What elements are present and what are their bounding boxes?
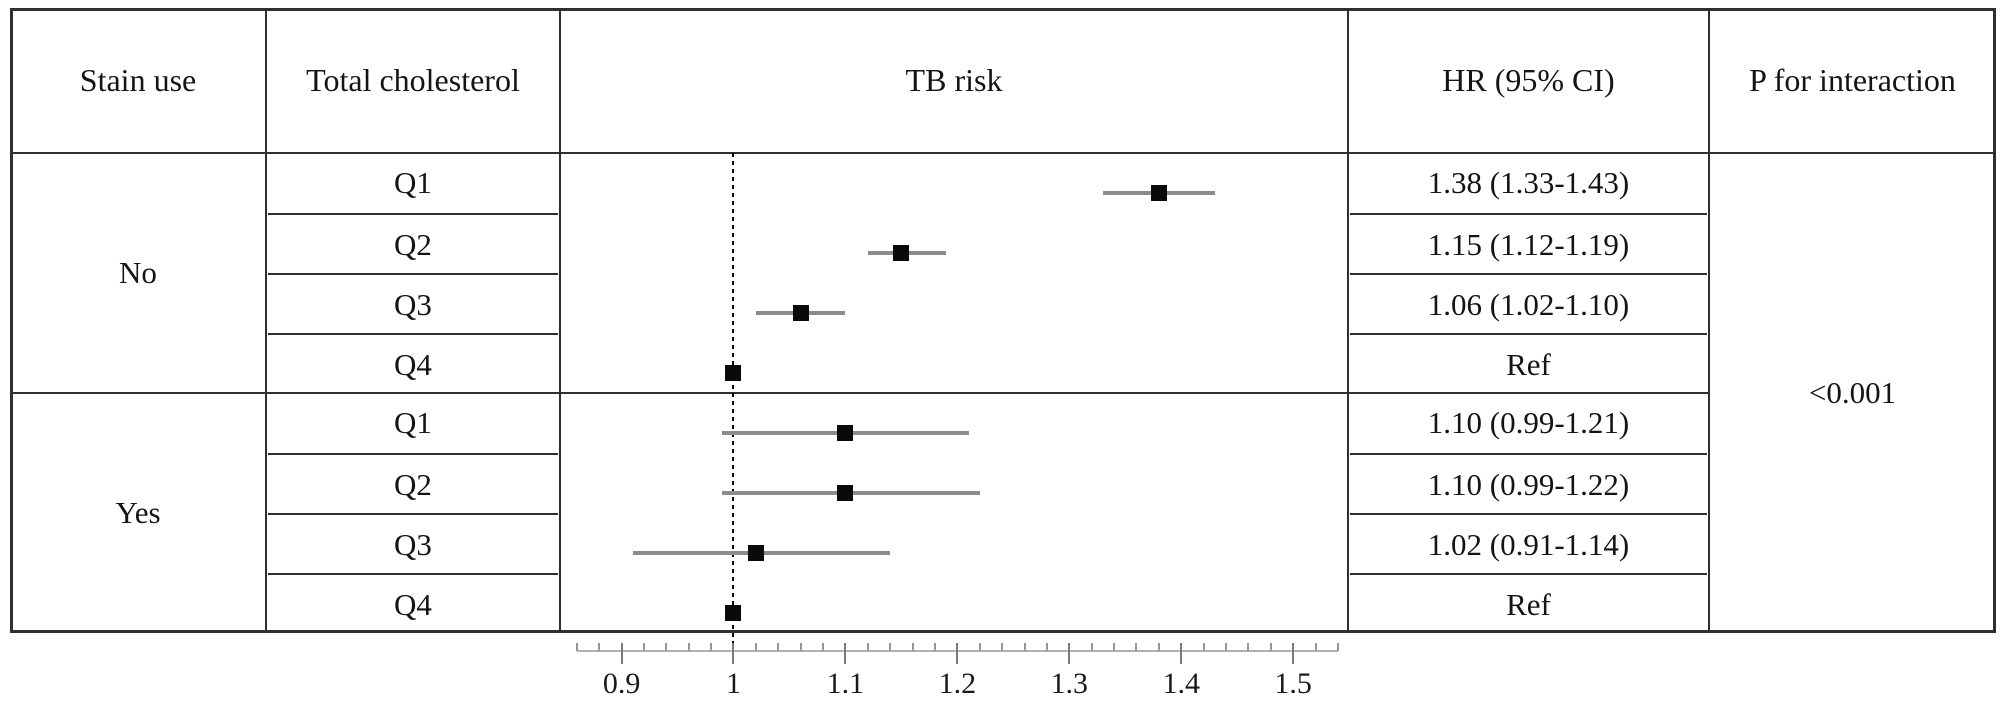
axis-minor-tick <box>665 643 668 651</box>
axis-tick-label: 1.4 <box>1162 667 1200 700</box>
axis-tick <box>1068 643 1071 664</box>
axis-tick-label: 1.5 <box>1274 667 1312 700</box>
axis-minor-tick <box>933 643 936 651</box>
quartile-label: Q1 <box>394 405 432 440</box>
axis-minor-tick <box>1202 643 1205 651</box>
axis-minor-tick <box>1068 643 1071 651</box>
hr-value: 1.06 (1.02-1.10) <box>1350 273 1707 333</box>
axis-tick <box>956 643 959 664</box>
axis-minor-tick <box>1023 643 1026 651</box>
header-total-cholesterol: Total cholesterol <box>306 62 520 98</box>
axis-minor-tick <box>642 643 645 651</box>
axis-minor-tick <box>911 643 914 651</box>
hr-value: 1.15 (1.12-1.19) <box>1350 213 1707 273</box>
axis-minor-tick <box>1157 643 1160 651</box>
axis-tick <box>844 643 847 664</box>
axis-minor-tick <box>754 643 757 651</box>
axis-minor-tick <box>956 643 959 651</box>
axis-minor-tick <box>1224 643 1227 651</box>
axis-minor-tick <box>1113 643 1116 651</box>
column-divider <box>265 8 267 633</box>
group-no: No <box>119 255 157 290</box>
axis-minor-tick <box>687 643 690 651</box>
quartile-label: Q2 <box>268 453 558 513</box>
axis-minor-tick <box>1135 643 1138 651</box>
axis-minor-tick <box>710 643 713 651</box>
axis-tick-label: 1.2 <box>938 667 977 700</box>
axis-minor-tick <box>978 643 981 651</box>
hr-value: 1.10 (0.99-1.21) <box>1427 405 1630 440</box>
axis-minor-tick <box>1269 643 1272 651</box>
hr-value: 1.38 (1.33-1.43) <box>1427 165 1630 200</box>
axis-minor-tick <box>866 643 869 651</box>
axis-minor-tick <box>1336 643 1339 651</box>
column-divider <box>1347 8 1349 633</box>
table-outline <box>10 8 1996 633</box>
axis-minor-tick <box>1314 643 1317 651</box>
hr-value: Ref <box>1350 333 1707 393</box>
quartile-label: Q4 <box>268 573 558 633</box>
axis-minor-tick <box>844 643 847 651</box>
quartile-label: Q3 <box>268 273 558 333</box>
column-divider <box>559 8 561 633</box>
hr-value: 1.02 (0.91-1.14) <box>1350 513 1707 573</box>
header-divider <box>10 152 1996 154</box>
axis-tick <box>1292 643 1295 664</box>
axis-minor-tick <box>598 643 601 651</box>
quartile-label: Q1 <box>394 165 432 200</box>
axis-minor-tick <box>1045 643 1048 651</box>
header-tb-risk: TB risk <box>905 62 1003 98</box>
axis-minor-tick <box>822 643 825 651</box>
group-yes: Yes <box>115 495 161 530</box>
header-stain-use: Stain use <box>79 62 197 98</box>
axis-tick-label: 0.9 <box>602 667 641 700</box>
axis-tick <box>732 643 735 664</box>
axis-minor-tick <box>1090 643 1093 651</box>
axis-minor-tick <box>889 643 892 651</box>
axis-minor-tick <box>1001 643 1004 651</box>
axis-tick-label: 1 <box>725 667 741 700</box>
axis-minor-tick <box>575 643 578 651</box>
quartile-label: Q3 <box>268 513 558 573</box>
axis-tick-label: 1.3 <box>1050 667 1089 700</box>
axis-tick <box>1180 643 1183 664</box>
hr-value: 1.10 (0.99-1.22) <box>1350 453 1707 513</box>
axis-minor-tick <box>620 643 623 651</box>
axis-minor-tick <box>799 643 802 651</box>
header-hr-ci: HR (95% CI) <box>1442 62 1615 98</box>
axis-minor-tick <box>732 643 735 651</box>
group-divider <box>10 392 1709 394</box>
quartile-label: Q2 <box>268 213 558 273</box>
axis-minor-tick <box>777 643 780 651</box>
p-value: <0.001 <box>1808 375 1897 410</box>
axis-minor-tick <box>1180 643 1183 651</box>
axis-line <box>576 650 1338 652</box>
header-p-interaction: P for interaction <box>1749 62 1956 98</box>
hr-value: Ref <box>1350 573 1707 633</box>
quartile-label: Q4 <box>268 333 558 393</box>
axis-tick-label: 1.1 <box>826 667 865 700</box>
axis-minor-tick <box>1292 643 1295 651</box>
column-divider <box>1708 8 1710 633</box>
axis-tick <box>620 643 623 664</box>
axis-minor-tick <box>1247 643 1250 651</box>
